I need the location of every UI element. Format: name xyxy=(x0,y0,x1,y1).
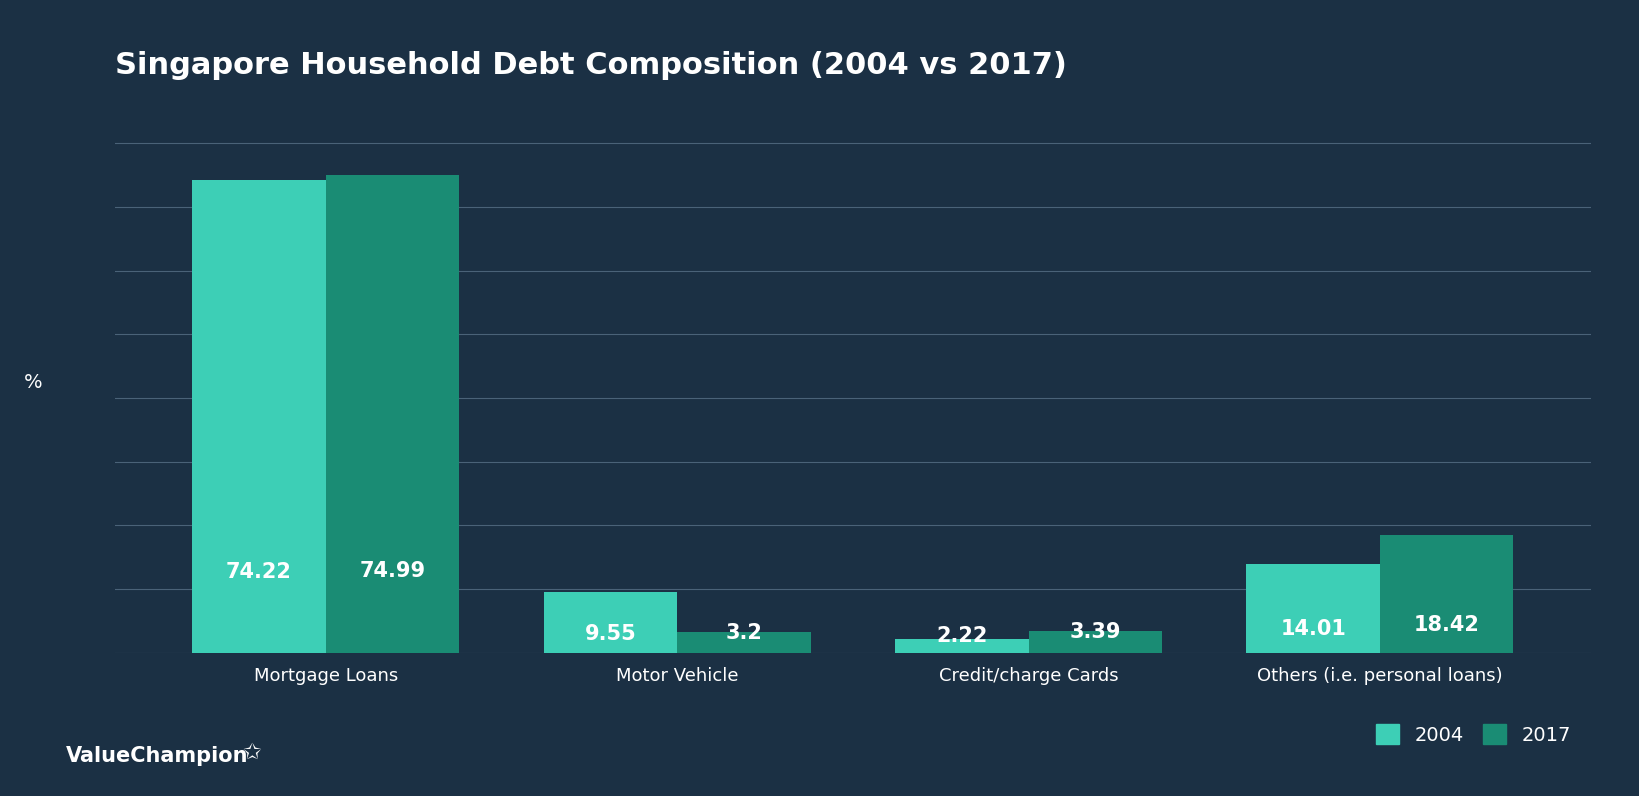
Text: %: % xyxy=(25,373,43,392)
Text: 74.99: 74.99 xyxy=(359,561,425,581)
Text: ✩: ✩ xyxy=(243,743,261,763)
Text: 14.01: 14.01 xyxy=(1280,619,1346,639)
Text: 3.2: 3.2 xyxy=(724,622,762,642)
Bar xyxy=(192,180,326,653)
Bar xyxy=(326,175,459,653)
Text: 74.22: 74.22 xyxy=(226,562,292,582)
Text: Singapore Household Debt Composition (2004 vs 2017): Singapore Household Debt Composition (20… xyxy=(115,51,1065,80)
Text: ValueChampion: ValueChampion xyxy=(66,746,247,767)
Text: 2.22: 2.22 xyxy=(936,626,987,646)
Text: 9.55: 9.55 xyxy=(583,623,636,644)
Legend: 2004, 2017: 2004, 2017 xyxy=(1365,715,1580,755)
Bar xyxy=(1246,564,1378,653)
Bar xyxy=(543,592,677,653)
Bar xyxy=(1378,536,1513,653)
Bar xyxy=(895,638,1028,653)
Text: 18.42: 18.42 xyxy=(1413,615,1478,635)
Bar xyxy=(677,632,810,653)
Text: 3.39: 3.39 xyxy=(1069,622,1121,642)
Bar xyxy=(1028,631,1162,653)
